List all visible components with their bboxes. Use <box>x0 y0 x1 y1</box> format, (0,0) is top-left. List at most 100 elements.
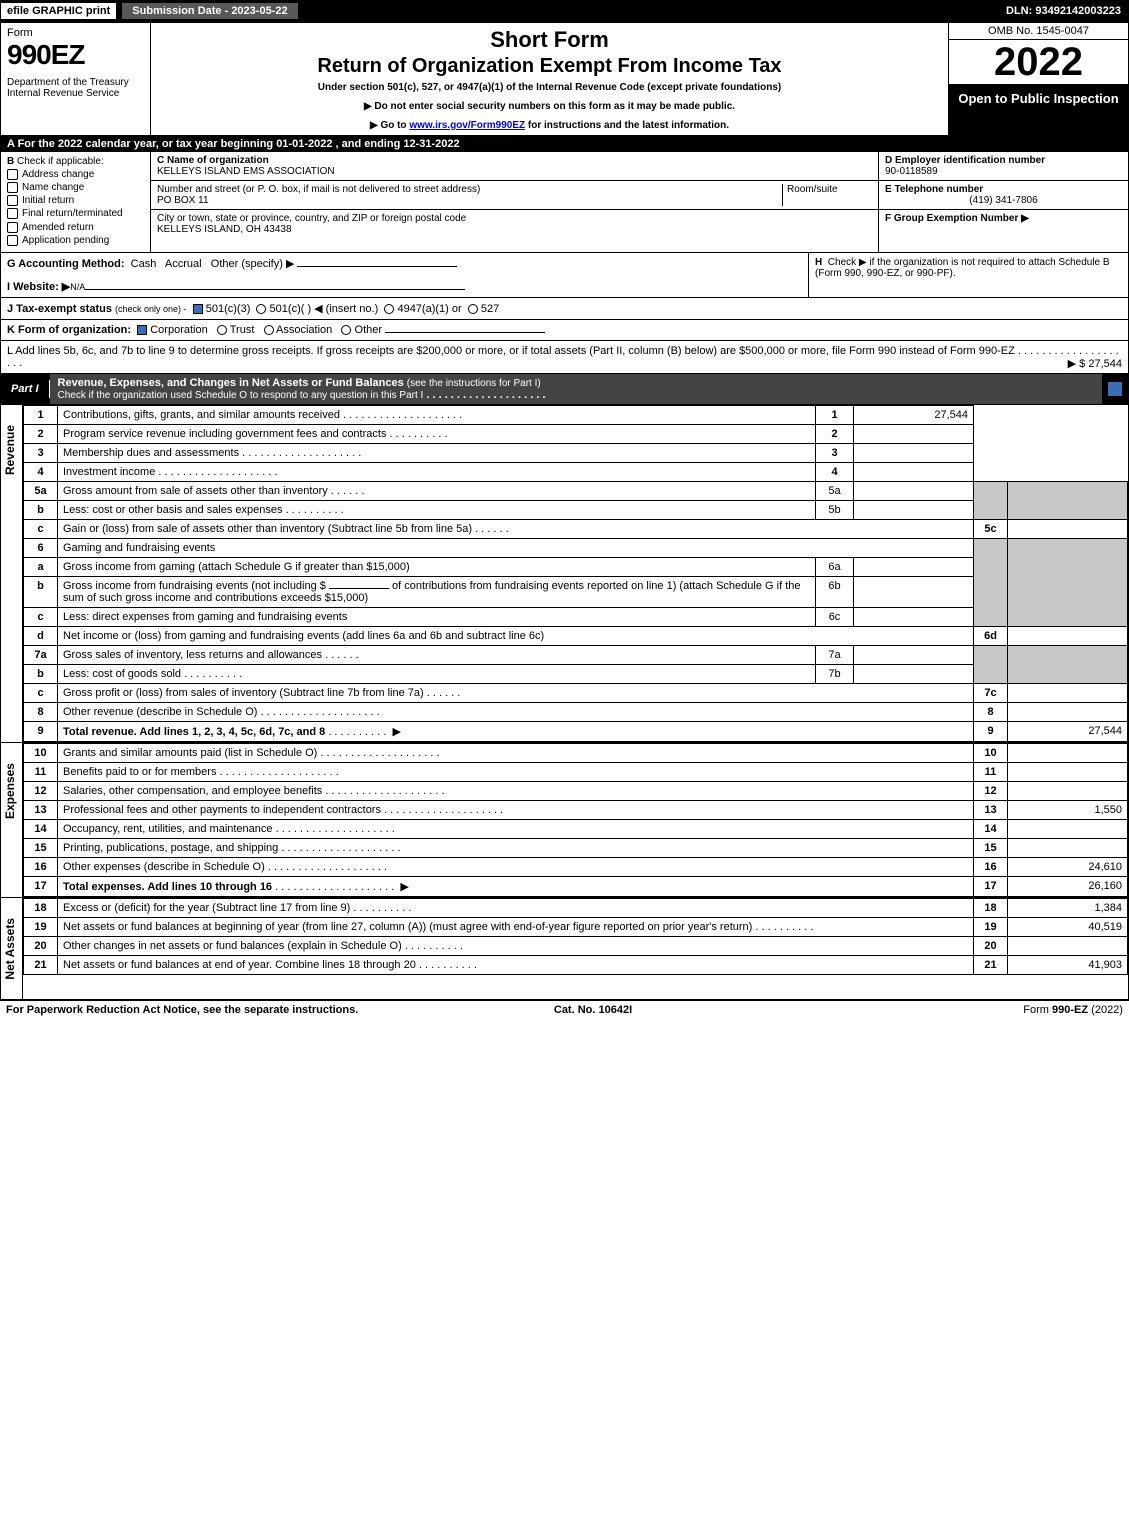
under-section: Under section 501(c), 527, or 4947(a)(1)… <box>157 82 942 93</box>
expenses-vlabel: Expenses <box>1 743 23 897</box>
j-o2: 501(c)( ) ◀ (insert no.) <box>270 303 379 315</box>
website-val: N/A <box>70 282 85 292</box>
box-b: B Check if applicable: Address change Na… <box>1 152 151 252</box>
c-name-lbl: C Name of organization <box>157 155 269 166</box>
cat-no: Cat. No. 10642I <box>554 1004 632 1016</box>
footer: For Paperwork Reduction Act Notice, see … <box>0 1000 1129 1019</box>
line-num: 8 <box>24 702 58 721</box>
revenue-table: 1 Contributions, gifts, grants, and simil… <box>23 405 1128 742</box>
part1-sub: (see the instructions for Part I) <box>407 378 541 389</box>
h-pre: H <box>815 257 822 268</box>
box-c: C Name of organization KELLEYS ISLAND EM… <box>151 152 878 252</box>
line-desc: Total revenue. Add lines 1, 2, 3, 4, 5c,… <box>63 726 325 738</box>
line-num: 7a <box>24 645 58 664</box>
line-desc: Other revenue (describe in Schedule O) <box>63 706 257 718</box>
chk-4947[interactable] <box>384 304 394 314</box>
revenue-vlabel: Revenue <box>1 405 23 742</box>
ein-lbl: D Employer identification number <box>885 155 1045 166</box>
goto-post: for instructions and the latest informat… <box>525 120 729 131</box>
h-txt: Check ▶ <box>828 257 867 268</box>
j-o4: 527 <box>481 303 499 315</box>
line-desc: Membership dues and assessments <box>63 447 239 459</box>
short-form-label: Short Form <box>157 27 942 53</box>
chk-corp[interactable] <box>137 325 147 335</box>
j-lbl: J Tax-exempt status <box>7 303 112 315</box>
footer-r-b: 990-EZ <box>1052 1004 1088 1016</box>
top-bar: efile GRAPHIC print Submission Date - 20… <box>0 0 1129 22</box>
cash-lbl: Cash <box>131 258 157 270</box>
form-id-box: Form 990EZ Department of the Treasury In… <box>1 23 151 135</box>
chk-other-org[interactable] <box>341 325 351 335</box>
line-ref: 3 <box>816 443 854 462</box>
addr-val: PO BOX 11 <box>157 195 209 206</box>
line-a: A For the 2022 calendar year, or tax yea… <box>1 136 1128 152</box>
footer-r-pre: Form <box>1023 1004 1052 1016</box>
tel-val: (419) 341-7806 <box>885 195 1122 206</box>
line-desc: Gaming and fundraising events <box>63 542 215 554</box>
dln: DLN: 93492142003223 <box>998 3 1129 19</box>
line-desc: Less: cost of goods sold <box>63 668 181 680</box>
line-desc: Gross amount from sale of assets other t… <box>63 485 328 497</box>
room-lbl: Room/suite <box>787 184 838 195</box>
chk-527[interactable] <box>468 304 478 314</box>
line-num: 5a <box>24 481 58 500</box>
line-num: 1 <box>24 405 58 424</box>
chk-initial-return[interactable]: Initial return <box>7 195 144 206</box>
i-lbl: I Website: ▶ <box>7 281 70 293</box>
l-amt: ▶ $ 27,544 <box>1068 357 1122 370</box>
chk-amended-return[interactable]: Amended return <box>7 222 144 233</box>
line-num: b <box>24 576 58 607</box>
line-desc: Contributions, gifts, grants, and simila… <box>63 409 340 421</box>
line-ref: 2 <box>816 424 854 443</box>
k-lbl: K Form of organization: <box>7 324 131 336</box>
submission-date: Submission Date - 2023-05-22 <box>121 2 298 20</box>
form-title-box: Short Form Return of Organization Exempt… <box>151 23 948 135</box>
chk-application-pending[interactable]: Application pending <box>7 235 144 246</box>
part1-header: Part I Revenue, Expenses, and Changes in… <box>1 374 1128 404</box>
line-num: b <box>24 500 58 519</box>
footer-left: For Paperwork Reduction Act Notice, see … <box>6 1004 358 1016</box>
line-num: 2 <box>24 424 58 443</box>
line-desc: Gross income from gaming (attach Schedul… <box>63 561 410 573</box>
chk-trust[interactable] <box>217 325 227 335</box>
line-amt: 27,544 <box>1008 721 1128 741</box>
chk-address-change[interactable]: Address change <box>7 169 144 180</box>
ssn-notice: ▶ Do not enter social security numbers o… <box>157 101 942 112</box>
line-num: b <box>24 664 58 683</box>
line-num: a <box>24 557 58 576</box>
tax-year: 2022 <box>949 40 1128 85</box>
line-amt <box>854 462 974 481</box>
chk-name-change[interactable]: Name change <box>7 182 144 193</box>
g-lbl: G Accounting Method: <box>7 258 125 270</box>
accrual-lbl: Accrual <box>165 258 202 270</box>
irs-link[interactable]: www.irs.gov/Form990EZ <box>409 120 525 131</box>
line-num: c <box>24 519 58 538</box>
line-num: c <box>24 683 58 702</box>
chk-501c3[interactable] <box>193 304 203 314</box>
line-num: c <box>24 607 58 626</box>
efile-label[interactable]: efile GRAPHIC print <box>0 2 117 20</box>
line-amt <box>854 443 974 462</box>
line-desc: Less: cost or other basis and sales expe… <box>63 504 283 516</box>
sub-num: 6a <box>816 557 854 576</box>
b-hdr: B <box>7 156 14 167</box>
goto-notice: ▶ Go to www.irs.gov/Form990EZ for instru… <box>157 120 942 131</box>
chk-501c[interactable] <box>256 304 266 314</box>
j-o1: 501(c)(3) <box>206 303 251 315</box>
form-meta-box: OMB No. 1545-0047 2022 Open to Public In… <box>948 23 1128 135</box>
line-num: d <box>24 626 58 645</box>
part1-chk[interactable] <box>1108 382 1122 396</box>
city-val: KELLEYS ISLAND, OH 43438 <box>157 224 292 235</box>
line-desc: Net income or (loss) from gaming and fun… <box>63 630 544 642</box>
line-ref: 5c <box>974 519 1008 538</box>
k-o4: Other <box>355 324 383 336</box>
chk-final-return[interactable]: Final return/terminated <box>7 208 144 219</box>
form-title: Return of Organization Exempt From Incom… <box>157 55 942 78</box>
line-ref: 6d <box>974 626 1008 645</box>
line-l: L Add lines 5b, 6c, and 7b to line 9 to … <box>1 341 1128 374</box>
chk-assoc[interactable] <box>264 325 274 335</box>
k-o2: Trust <box>230 324 255 336</box>
form-body: Form 990EZ Department of the Treasury In… <box>0 22 1129 1000</box>
j-o3: 4947(a)(1) or <box>397 303 461 315</box>
l-txt: L Add lines 5b, 6c, and 7b to line 9 to … <box>7 345 1015 357</box>
